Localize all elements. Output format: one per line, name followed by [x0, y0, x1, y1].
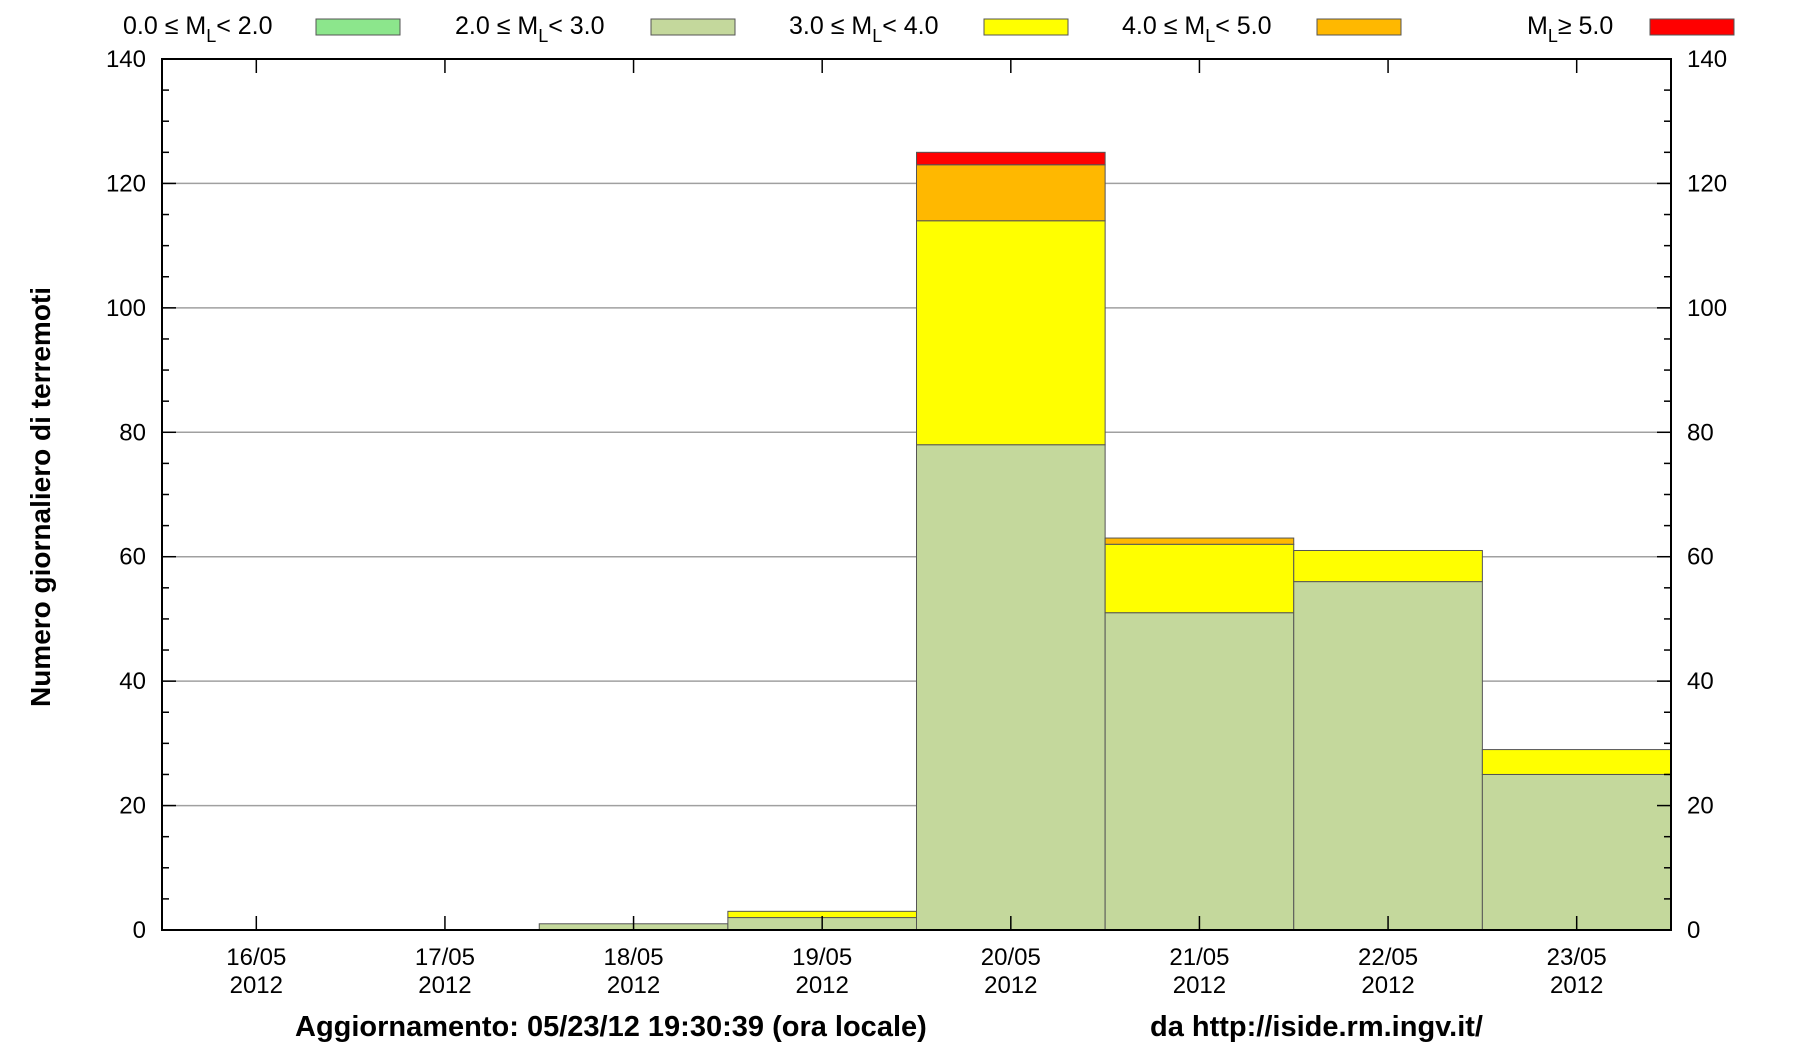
y-tick-label-left: 100: [106, 295, 146, 322]
legend-label-2: 3.0 ≤ ML< 4.0: [789, 12, 939, 46]
legend-swatch-4: [1649, 18, 1735, 36]
bar-segment-22-05-s1: [1293, 581, 1483, 931]
bar-segment-23-05-s2: [1481, 749, 1672, 775]
x-tick-label-day: 17/05: [415, 944, 475, 971]
y-ticks-left: 0 20 40 60 80 100 120 140: [106, 46, 146, 944]
axes: [161, 58, 1672, 931]
bar-segment-22-05-s2: [1293, 549, 1483, 583]
x-tick-label-day: 18/05: [604, 944, 664, 971]
y-tick-label-right: 80: [1687, 419, 1714, 446]
legend-label-0: 0.0 ≤ ML< 2.0: [123, 12, 273, 46]
y-tick-label-right: 20: [1687, 793, 1714, 820]
legend-swatch-1: [650, 18, 736, 36]
footer-update-text: Aggiornamento: 05/23/12 19:30:39 (ora lo…: [295, 1011, 927, 1043]
x-tick-label-year: 2012: [607, 972, 660, 999]
legend-label-3: 4.0 ≤ ML< 5.0: [1122, 12, 1272, 46]
bars: [538, 151, 1672, 931]
y-tick-label-left: 20: [119, 793, 146, 820]
x-tick-label-day: 23/05: [1547, 944, 1607, 971]
y-tick-label-left: 40: [119, 668, 146, 695]
y-ticks-right: 0 20 40 60 80 100 120 140: [1687, 46, 1727, 944]
x-tick-label-year: 2012: [1361, 972, 1414, 999]
y-tick-label-left: 60: [119, 544, 146, 571]
legend: 0.0 ≤ ML< 2.0 2.0 ≤ ML< 3.0 3.0 ≤ ML< 4.0 4…: [123, 12, 1735, 46]
bar-segment-20-05-s1: [916, 444, 1106, 931]
x-ticks: 16/05201217/05201218/05201219/05201220/0…: [226, 944, 1606, 999]
bar-segment-21-05-s1: [1104, 612, 1295, 931]
x-tick-label-year: 2012: [230, 972, 283, 999]
y-tick-label-left: 80: [119, 419, 146, 446]
y-tick-label-left: 140: [106, 46, 146, 73]
bar-segment-20-05-s3: [916, 164, 1106, 222]
footer-source-text: da http://iside.rm.ingv.it/: [1150, 1011, 1483, 1043]
y-tick-label-right: 60: [1687, 544, 1714, 571]
x-tick-label-year: 2012: [984, 972, 1037, 999]
legend-label-4: ML≥ 5.0: [1527, 12, 1613, 46]
y-tick-label-left: 0: [133, 917, 146, 944]
x-tick-label-day: 22/05: [1358, 944, 1418, 971]
x-tick-label-year: 2012: [795, 972, 848, 999]
y-tick-label-right: 100: [1687, 295, 1727, 322]
x-tick-label-year: 2012: [418, 972, 471, 999]
x-tick-label-year: 2012: [1173, 972, 1226, 999]
x-tick-label-year: 2012: [1550, 972, 1603, 999]
y-axis-label: Numero giornaliero di terremoti: [25, 287, 56, 707]
y-tick-label-right: 40: [1687, 668, 1714, 695]
legend-swatch-2: [983, 18, 1069, 36]
bar-segment-21-05-s3: [1104, 537, 1295, 545]
bar-segment-21-05-s2: [1104, 543, 1295, 614]
x-tick-label-day: 19/05: [792, 944, 852, 971]
y-tick-label-right: 0: [1687, 917, 1700, 944]
x-tick-label-day: 16/05: [226, 944, 286, 971]
x-tick-label-day: 20/05: [981, 944, 1041, 971]
bar-segment-20-05-s4: [916, 151, 1106, 166]
y-tick-label-right: 120: [1687, 170, 1727, 197]
x-tick-label-day: 21/05: [1169, 944, 1229, 971]
bar-segment-23-05-s1: [1481, 773, 1672, 931]
bar-segment-20-05-s2: [916, 220, 1106, 446]
y-tick-label-right: 140: [1687, 46, 1727, 73]
legend-swatch-3: [1316, 18, 1402, 36]
legend-swatch-0: [315, 18, 401, 36]
legend-label-1: 2.0 ≤ ML< 3.0: [455, 12, 605, 46]
y-tick-label-left: 120: [106, 170, 146, 197]
